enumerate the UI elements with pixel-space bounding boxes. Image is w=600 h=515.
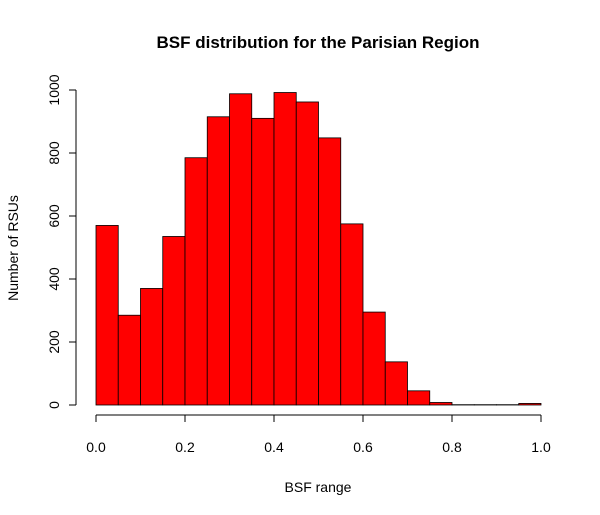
histogram-bar (384, 361, 408, 406)
y-axis: 0 200 400 600 800 1000 (46, 74, 77, 409)
histogram-bar (273, 92, 297, 406)
histogram-bar (362, 311, 386, 406)
histogram-bar (407, 390, 431, 406)
histogram-bar (251, 117, 275, 406)
histogram-bar (117, 314, 141, 406)
histogram-bar (95, 225, 119, 406)
histogram-bar (295, 101, 319, 406)
histogram-bar (206, 116, 230, 406)
histogram-bar (140, 288, 164, 406)
x-tick-label: 0.0 (86, 439, 106, 455)
x-axis-label: BSF range (285, 479, 352, 495)
histogram-bar (429, 402, 453, 406)
histogram-bar (518, 403, 542, 406)
y-axis-label: Number of RSUs (5, 195, 21, 301)
x-tick-label: 0.6 (353, 439, 373, 455)
x-tick-label: 0.8 (442, 439, 462, 455)
y-tick-label: 1000 (46, 74, 62, 105)
histogram-bar (162, 236, 186, 406)
histogram-bar (340, 223, 364, 406)
y-tick-label: 200 (46, 330, 62, 354)
bars-group (95, 92, 542, 406)
x-tick-label: 1.0 (531, 439, 551, 455)
x-tick-label: 0.2 (175, 439, 195, 455)
x-tick-label: 0.4 (264, 439, 284, 455)
histogram-bar (229, 93, 253, 406)
histogram-bar (318, 137, 342, 406)
y-tick-label: 600 (46, 204, 62, 228)
y-tick-label: 0 (46, 401, 62, 409)
x-axis: 0.0 0.2 0.4 0.6 0.8 1.0 (86, 414, 551, 455)
y-tick-label: 800 (46, 141, 62, 165)
y-tick-label: 400 (46, 267, 62, 291)
chart-title: BSF distribution for the Parisian Region (156, 33, 479, 52)
histogram-bar (184, 157, 208, 406)
